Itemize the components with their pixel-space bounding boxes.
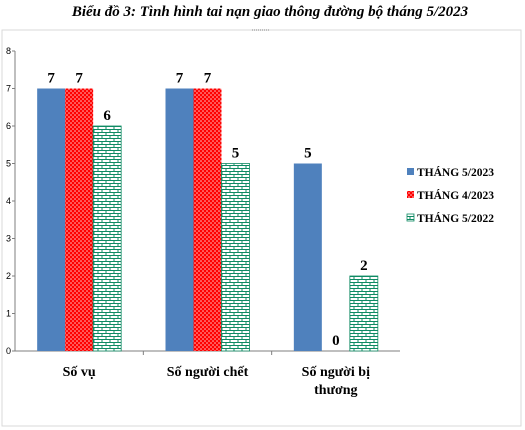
legend-label-0: THÁNG 5/2023 [417, 165, 494, 179]
legend: THÁNG 5/2023 THÁNG 4/2023 THÁNG 5/2022 [406, 165, 494, 225]
bar-s1-c0 [65, 88, 94, 351]
category-label: thương [314, 383, 357, 398]
data-label-s2-c2: 2 [360, 258, 368, 274]
data-label-s1-c1: 7 [204, 71, 212, 87]
bar-s0-c2 [293, 163, 322, 351]
data-label-s0-c2: 5 [304, 146, 312, 162]
data-label-s2-c0: 6 [103, 108, 111, 124]
y-tick-label: 7 [6, 84, 11, 94]
y-tick-label: 8 [6, 46, 11, 56]
legend-swatch-0 [407, 168, 414, 175]
bar-s2-c0 [92, 125, 122, 352]
bar-s1-c1 [193, 88, 222, 351]
bar-s2-c1 [221, 163, 250, 352]
y-tick-label: 3 [6, 234, 11, 244]
bar-s2-c2 [349, 275, 379, 352]
data-label-s1-c0: 7 [75, 71, 83, 87]
data-labels: 7 7 6 7 7 5 5 0 2 [47, 71, 367, 350]
y-tick-label: 5 [6, 159, 11, 169]
legend-label-2: THÁNG 5/2022 [417, 211, 494, 225]
chart-frame [1, 29, 522, 427]
category-label: Số người chết [167, 365, 249, 380]
legend-swatch-2 [406, 213, 415, 222]
category-label: Số vụ [63, 365, 96, 380]
y-tick-label: 4 [6, 196, 11, 206]
legend-label-1: THÁNG 4/2023 [417, 188, 494, 202]
y-tick-label: 6 [6, 121, 11, 131]
legend-swatch-1 [407, 191, 414, 198]
y-tick-label: 0 [6, 346, 11, 356]
category-labels: Số vụ Số người chết Số người bị thương [63, 365, 370, 398]
data-label-s0-c0: 7 [47, 71, 55, 87]
y-tick-label: 1 [6, 309, 11, 319]
data-label-s0-c1: 7 [176, 71, 184, 87]
y-tick-label: 2 [6, 271, 11, 281]
chart-title: Biểu đồ 3: Tình hình tai nạn giao thông … [71, 4, 469, 20]
bar-s0-c1 [165, 88, 194, 351]
category-label: Số người bị [302, 365, 370, 380]
data-label-s2-c1: 5 [232, 146, 240, 162]
data-label-s1-c2: 0 [332, 333, 340, 349]
bars [37, 88, 379, 352]
bar-s0-c0 [37, 88, 66, 351]
